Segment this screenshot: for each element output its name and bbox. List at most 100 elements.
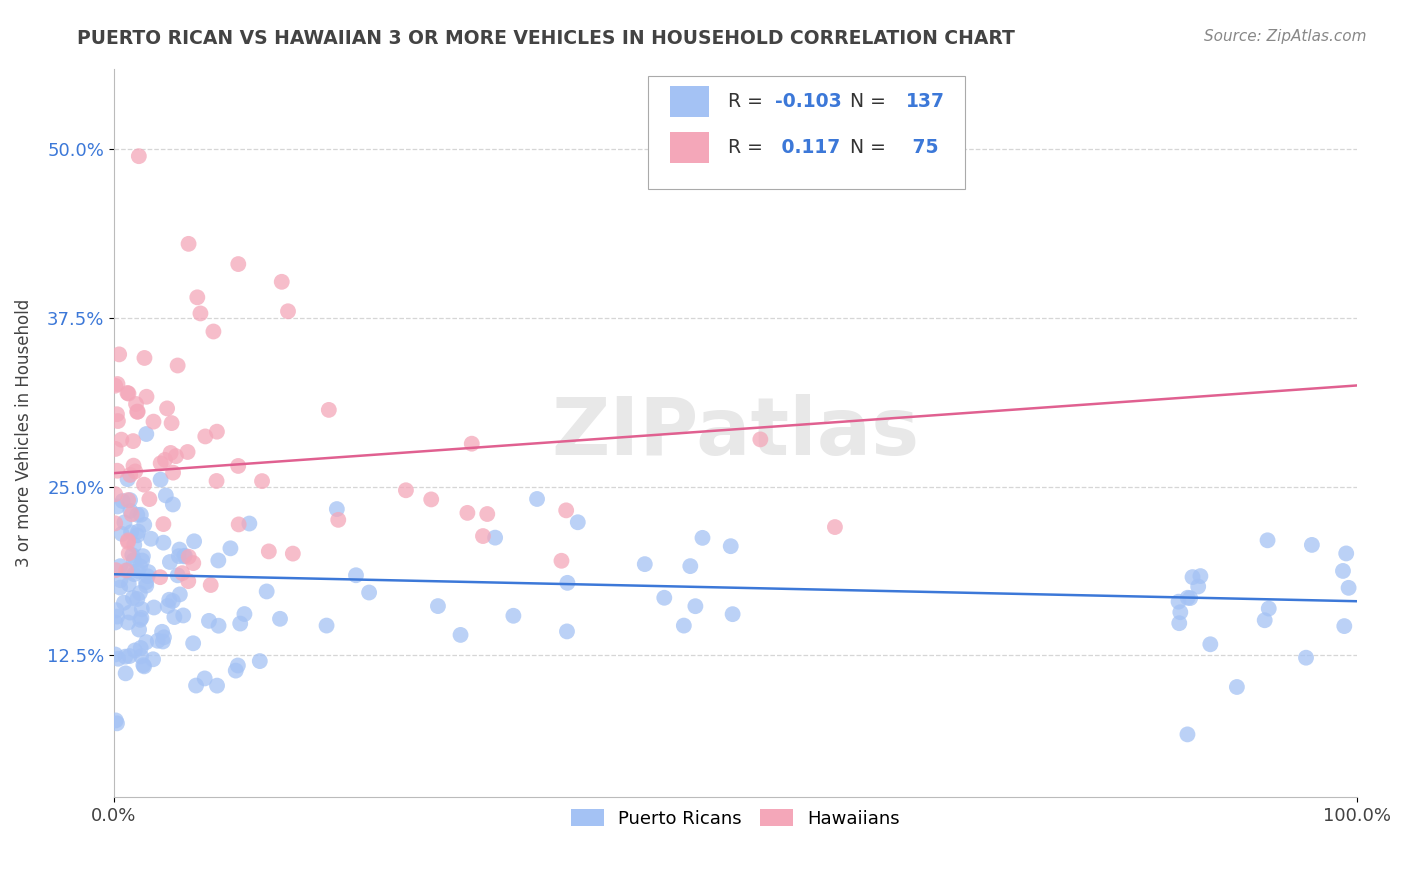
Point: [112, 596, 135, 610]
Point: [198, 614, 221, 628]
Point: [122, 434, 145, 449]
Point: [108, 581, 131, 595]
Point: [135, 575, 157, 590]
Point: [1254, 613, 1277, 627]
Point: [127, 508, 149, 522]
Point: [1168, 605, 1191, 619]
Point: [104, 442, 127, 456]
Point: [1226, 680, 1249, 694]
Point: [1177, 591, 1199, 605]
Point: [117, 493, 139, 508]
Point: [124, 465, 146, 479]
Point: [118, 493, 141, 508]
Point: [172, 608, 194, 623]
Point: [166, 359, 188, 373]
Point: [135, 635, 157, 649]
Point: [183, 534, 205, 549]
Point: [108, 347, 131, 361]
Point: [163, 610, 186, 624]
Point: [122, 553, 145, 567]
Point: [135, 427, 157, 442]
Point: [225, 664, 247, 678]
Point: [226, 658, 249, 673]
Point: [1177, 727, 1199, 741]
Point: [124, 643, 146, 657]
Point: [131, 611, 153, 625]
Text: N =: N =: [849, 92, 891, 111]
Point: [277, 304, 299, 318]
Point: [269, 612, 291, 626]
Point: [120, 504, 142, 518]
Point: [117, 386, 139, 401]
Point: [395, 483, 418, 498]
Point: [105, 603, 128, 617]
Point: [200, 578, 222, 592]
Point: [117, 535, 139, 549]
Point: [150, 624, 173, 639]
Point: [118, 648, 141, 663]
Point: [194, 429, 217, 443]
Point: [824, 520, 846, 534]
Point: [132, 477, 155, 491]
Point: [172, 566, 194, 581]
Point: [557, 575, 579, 590]
Point: [315, 618, 337, 632]
Point: [120, 467, 142, 482]
Point: [281, 547, 304, 561]
Point: [256, 584, 278, 599]
Point: [122, 567, 145, 582]
Y-axis label: 3 or more Vehicles in Household: 3 or more Vehicles in Household: [15, 299, 32, 566]
Point: [420, 492, 443, 507]
Point: [122, 458, 145, 473]
Point: [156, 401, 179, 416]
Point: [162, 498, 184, 512]
Text: N =: N =: [849, 138, 891, 157]
Point: [120, 525, 142, 540]
Point: [233, 607, 256, 621]
Point: [142, 415, 165, 429]
Point: [177, 236, 200, 251]
Point: [477, 507, 499, 521]
Point: [326, 502, 349, 516]
Point: [131, 553, 153, 567]
Point: [250, 474, 273, 488]
Text: Source: ZipAtlas.com: Source: ZipAtlas.com: [1204, 29, 1367, 45]
Point: [134, 659, 156, 673]
Point: [136, 569, 159, 583]
Point: [138, 565, 160, 579]
Point: [555, 624, 578, 639]
Point: [149, 473, 172, 487]
Point: [550, 554, 572, 568]
Point: [257, 544, 280, 558]
Point: [111, 527, 134, 541]
Point: [105, 716, 128, 731]
Point: [121, 548, 143, 562]
Point: [344, 568, 367, 582]
Point: [152, 634, 174, 648]
Point: [117, 533, 139, 548]
FancyBboxPatch shape: [669, 132, 710, 163]
Point: [131, 602, 153, 616]
Point: [526, 491, 548, 506]
Text: ZIPatlas: ZIPatlas: [551, 393, 920, 472]
Point: [749, 433, 772, 447]
Point: [720, 539, 742, 553]
Point: [132, 658, 155, 673]
Point: [114, 666, 136, 681]
Point: [555, 503, 578, 517]
Point: [1295, 650, 1317, 665]
Point: [205, 425, 228, 439]
Point: [1301, 538, 1323, 552]
Point: [118, 577, 141, 591]
Point: [484, 531, 506, 545]
Point: [104, 648, 127, 662]
FancyBboxPatch shape: [648, 76, 966, 189]
Point: [129, 559, 152, 574]
Point: [152, 517, 174, 532]
Point: [115, 564, 138, 578]
Point: [122, 538, 145, 552]
Point: [159, 555, 181, 569]
Point: [359, 585, 381, 599]
Point: [652, 591, 675, 605]
Point: [228, 517, 250, 532]
